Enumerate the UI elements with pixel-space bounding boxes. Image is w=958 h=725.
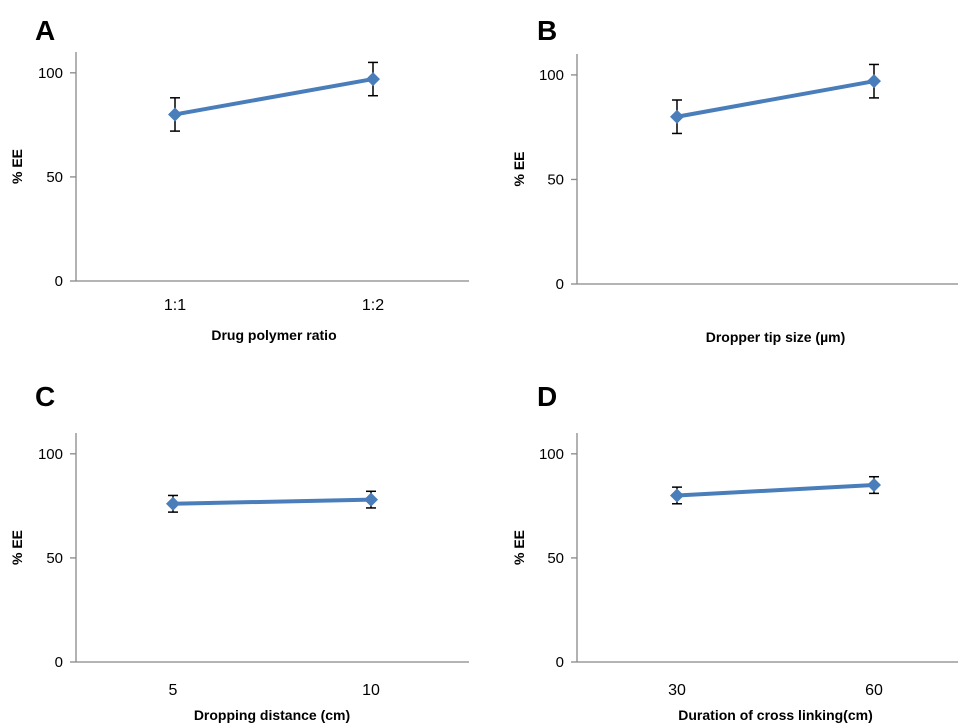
panel-b: B 0 50 100 Dropper tip size (µm) % EE — [511, 15, 958, 345]
y-tick-label: 50 — [46, 169, 63, 186]
x-tick-label: 10 — [362, 682, 380, 699]
panel-letter: C — [35, 381, 55, 412]
data-point — [867, 74, 881, 89]
y-tick-label: 0 — [556, 276, 564, 293]
y-tick-label: 0 — [556, 654, 564, 671]
x-tick-label: 1:1 — [164, 297, 186, 314]
data-point — [364, 492, 378, 507]
panel-letter: A — [35, 15, 55, 46]
series-line — [675, 483, 876, 498]
y-axis-title: % EE — [9, 530, 25, 565]
data-point — [366, 72, 380, 87]
data-point — [168, 107, 182, 122]
y-tick-label: 100 — [38, 65, 63, 82]
panel-letter: D — [537, 381, 557, 412]
y-axis-title: % EE — [511, 530, 527, 565]
panel-c: C 0 50 100 5 10 Dropping distance (cm) % EE — [9, 381, 469, 723]
y-tick-label: 50 — [547, 171, 564, 188]
y-tick-label: 100 — [539, 446, 564, 463]
x-axis-title: Duration of cross linking(cm) — [678, 707, 872, 723]
x-axis-title: Drug polymer ratio — [211, 327, 336, 343]
y-tick-label: 100 — [38, 446, 63, 463]
y-tick-label: 0 — [55, 654, 63, 671]
series-line — [173, 77, 375, 117]
x-axis-title: Dropper tip size (µm) — [706, 329, 846, 345]
y-tick-label: 50 — [547, 550, 564, 567]
panel-letter: B — [537, 15, 557, 46]
y-tick-label: 50 — [46, 550, 63, 567]
x-tick-label: 30 — [668, 682, 686, 699]
data-point — [670, 109, 684, 124]
series-line — [675, 79, 876, 119]
y-tick-label: 0 — [55, 273, 63, 290]
x-axis-title: Dropping distance (cm) — [194, 707, 350, 723]
x-tick-label: 1:2 — [362, 297, 384, 314]
y-tick-label: 100 — [539, 67, 564, 84]
data-point — [670, 488, 684, 503]
data-point — [166, 496, 180, 511]
y-axis-title: % EE — [9, 149, 25, 184]
x-tick-label: 5 — [169, 682, 178, 699]
series-line — [171, 497, 373, 506]
panel-d: D 0 50 100 30 60 Duration of cross linking(cm)… — [511, 381, 958, 723]
y-axis-title: % EE — [511, 151, 527, 186]
data-point — [867, 478, 881, 493]
x-tick-label: 60 — [865, 682, 883, 699]
panel-a: A 0 50 100 1:1 1:2 Drug polymer ratio % EE — [9, 15, 469, 343]
